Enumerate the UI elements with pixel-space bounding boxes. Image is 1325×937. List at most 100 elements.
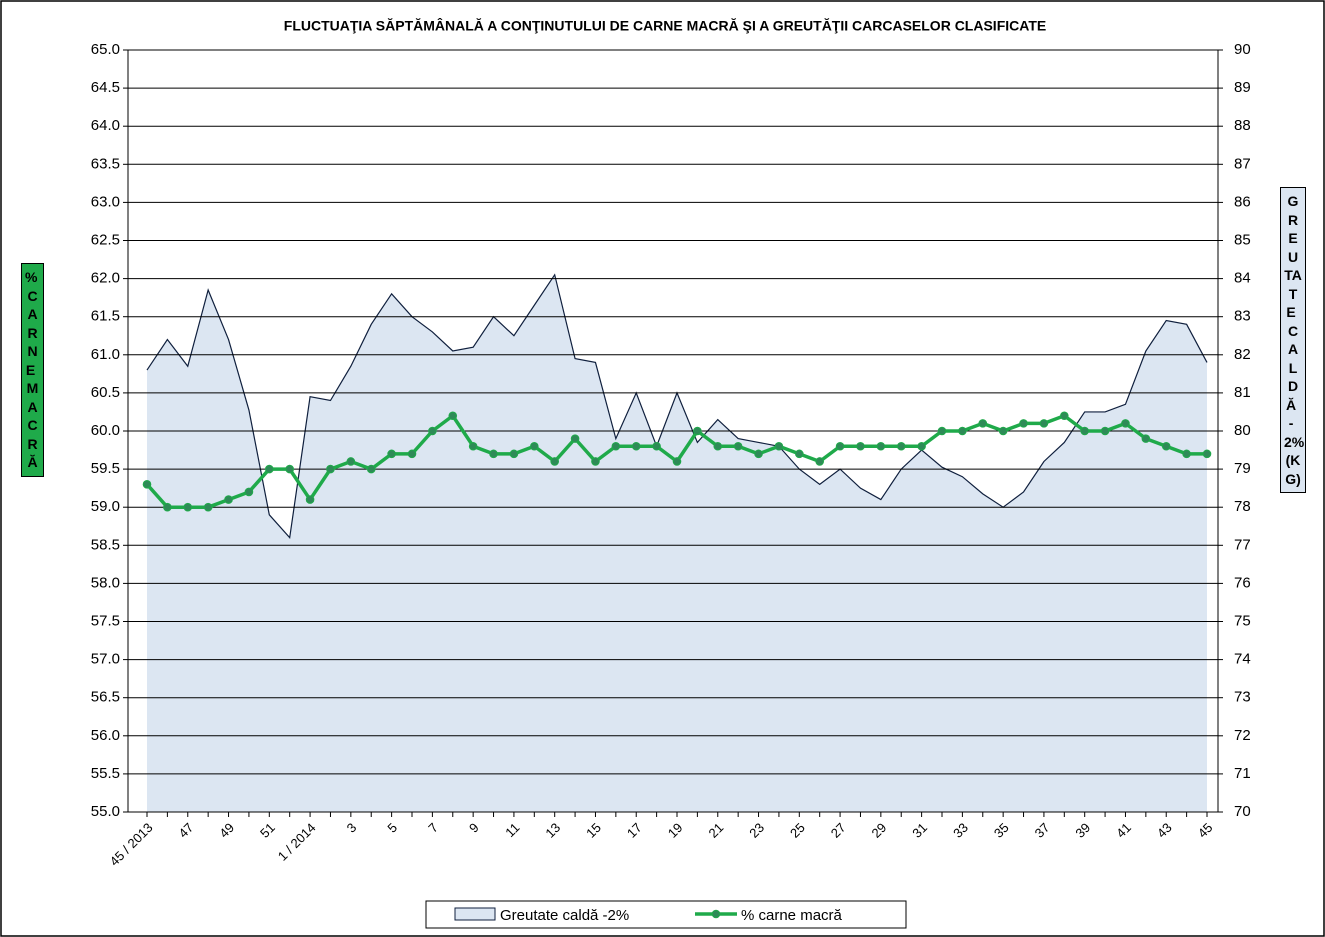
- marker: [835, 441, 845, 451]
- marker: [1060, 411, 1069, 421]
- y-tick-label: 59.5: [91, 460, 120, 477]
- marker: [1080, 426, 1089, 436]
- marker: [163, 502, 172, 512]
- marker: [754, 449, 763, 459]
- y-tick-label: 60.5: [91, 384, 120, 401]
- y2-tick-label: 82: [1234, 346, 1251, 363]
- y2-tick-label: 74: [1234, 651, 1251, 668]
- marker: [448, 411, 458, 421]
- area-fill: [147, 274, 1207, 812]
- marker: [509, 449, 519, 459]
- marker: [978, 419, 988, 428]
- y-tick-label: 57.0: [91, 651, 120, 668]
- marker: [958, 426, 967, 436]
- y2-tick-label: 83: [1234, 308, 1251, 325]
- marker: [1019, 419, 1028, 428]
- marker: [570, 434, 580, 443]
- marker: [142, 480, 152, 489]
- marker: [591, 457, 600, 466]
- marker: [265, 464, 274, 474]
- y2-tick-label: 90: [1234, 41, 1251, 58]
- marker: [1202, 449, 1212, 459]
- marker: [713, 441, 723, 451]
- marker: [917, 441, 926, 451]
- y2-tick-label: 72: [1234, 727, 1251, 744]
- y2-tick-label: 87: [1234, 155, 1251, 172]
- marker: [387, 449, 396, 459]
- marker: [1161, 441, 1171, 451]
- marker: [183, 502, 193, 512]
- chart-title: FLUCTUAŢIA SĂPTĂMÂNALĂ A CONŢINUTULUI DE…: [284, 17, 1046, 34]
- marker: [774, 441, 784, 451]
- marker: [326, 464, 335, 474]
- marker: [1100, 426, 1110, 436]
- y-tick-label: 58.0: [91, 574, 120, 591]
- y2-axis-title: GREUTATE CALDĂ - 2% (KG): [1280, 187, 1306, 493]
- marker: [489, 449, 498, 459]
- y2-tick-label: 89: [1234, 79, 1251, 96]
- marker: [652, 441, 661, 451]
- y-tick-label: 64.5: [91, 79, 120, 96]
- y-tick-label: 55.5: [91, 765, 120, 782]
- y2-tick-label: 84: [1234, 270, 1251, 287]
- y-tick-label: 57.5: [91, 612, 120, 629]
- marker: [407, 449, 417, 459]
- marker: [856, 441, 865, 451]
- legend-swatch: [454, 907, 496, 921]
- marker: [530, 441, 539, 451]
- marker: [937, 426, 947, 436]
- marker: [815, 457, 824, 466]
- marker: [346, 457, 356, 466]
- marker: [428, 426, 437, 436]
- y-tick-label: 63.0: [91, 193, 120, 210]
- y-tick-label: 59.0: [91, 498, 120, 515]
- marker: [672, 457, 682, 466]
- y2-tick-label: 88: [1234, 117, 1251, 134]
- legend-box: [425, 900, 907, 929]
- legend-label: % carne macră: [741, 907, 843, 924]
- y-tick-label: 64.0: [91, 117, 120, 134]
- marker: [305, 495, 315, 504]
- y2-tick-label: 70: [1234, 803, 1251, 820]
- y-tick-label: 63.5: [91, 155, 120, 172]
- marker: [285, 464, 294, 474]
- marker: [693, 426, 702, 436]
- marker: [366, 464, 376, 474]
- y2-tick-label: 75: [1234, 612, 1251, 629]
- marker: [733, 441, 743, 451]
- y2-tick-label: 79: [1234, 460, 1251, 477]
- marker: [203, 502, 213, 512]
- y-tick-label: 58.5: [91, 536, 120, 553]
- marker: [795, 449, 804, 459]
- y2-tick-label: 71: [1234, 765, 1251, 782]
- y2-tick-label: 76: [1234, 574, 1251, 591]
- y2-tick-label: 85: [1234, 231, 1251, 248]
- y-tick-label: 60.0: [91, 422, 120, 439]
- y2-tick-label: 73: [1234, 689, 1251, 706]
- marker: [998, 426, 1008, 436]
- y-tick-label: 56.5: [91, 689, 120, 706]
- marker: [611, 441, 621, 451]
- marker: [468, 441, 478, 451]
- marker: [224, 495, 233, 504]
- y2-tick-label: 86: [1234, 193, 1251, 210]
- y-tick-label: 65.0: [91, 41, 120, 58]
- y2-tick-label: 77: [1234, 536, 1251, 553]
- y-axis-title: % CARNE MACRĂ: [21, 263, 44, 477]
- marker: [876, 441, 886, 451]
- marker: [550, 457, 559, 466]
- marker: [244, 487, 254, 497]
- y2-tick-label: 80: [1234, 422, 1251, 439]
- y-tick-label: 61.5: [91, 308, 120, 325]
- legend-marker: [711, 909, 721, 919]
- marker: [1121, 419, 1130, 428]
- y-tick-label: 61.0: [91, 346, 120, 363]
- y-tick-label: 55.0: [91, 803, 120, 820]
- marker: [896, 441, 906, 451]
- legend-label: Greutate caldă -2%: [500, 907, 629, 924]
- marker: [1039, 419, 1049, 428]
- marker: [631, 441, 641, 451]
- y-tick-label: 56.0: [91, 727, 120, 744]
